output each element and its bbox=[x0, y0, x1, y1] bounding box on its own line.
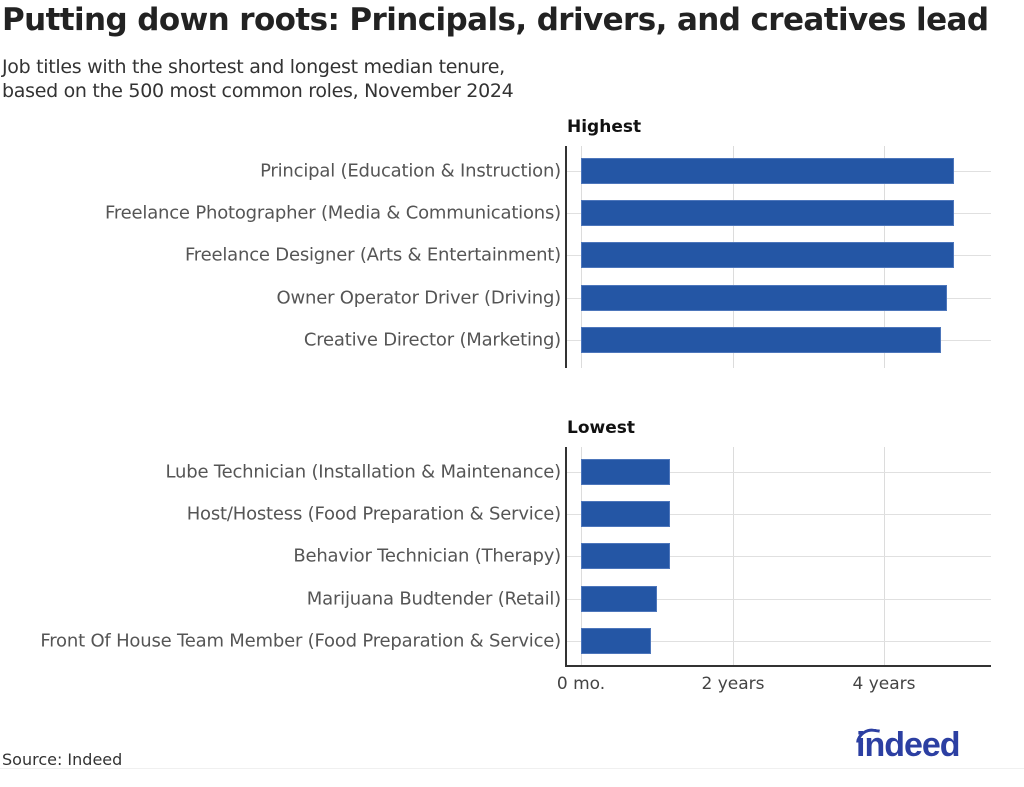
y-gridline bbox=[567, 514, 991, 516]
y-gridline bbox=[567, 598, 991, 600]
x-axis-line bbox=[565, 665, 991, 667]
bar bbox=[581, 501, 670, 528]
category-label: Principal (Education & Instruction) bbox=[260, 160, 561, 182]
source-note: Source: Indeed bbox=[2, 750, 123, 769]
category-label: Lube Technician (Installation & Maintena… bbox=[165, 461, 562, 483]
category-label: Creative Director (Marketing) bbox=[303, 329, 561, 351]
category-label: Front Of House Team Member (Food Prepara… bbox=[40, 630, 561, 652]
footer-divider bbox=[0, 768, 1024, 769]
category-label: Owner Operator Driver (Driving) bbox=[276, 287, 562, 309]
panel-title-lowest: Lowest bbox=[567, 418, 635, 438]
chart-subtitle: Job titles with the shortest and longest… bbox=[2, 55, 514, 103]
logo-text: indeed bbox=[856, 726, 961, 764]
bar bbox=[581, 284, 947, 311]
bar bbox=[581, 585, 657, 612]
category-label: Marijuana Budtender (Retail) bbox=[306, 588, 561, 610]
x-tick-label-4: 4 years bbox=[852, 674, 916, 694]
chart-title: Putting down roots: Principals, drivers,… bbox=[2, 2, 989, 38]
y-gridline bbox=[567, 640, 991, 642]
bar bbox=[581, 543, 670, 570]
y-gridline bbox=[567, 556, 991, 558]
bar bbox=[581, 242, 954, 269]
x-tick-label-2: 2 years bbox=[701, 674, 765, 694]
category-label: Behavior Technician (Therapy) bbox=[293, 545, 561, 567]
category-label: Freelance Designer (Arts & Entertainment… bbox=[184, 244, 561, 266]
subtitle-line-2: based on the 500 most common roles, Nove… bbox=[2, 80, 514, 102]
panel-title-highest: Highest bbox=[567, 117, 642, 137]
y-axis-line bbox=[565, 146, 567, 368]
subtitle-line-1: Job titles with the shortest and longest… bbox=[2, 56, 505, 78]
category-label: Host/Hostess (Food Preparation & Service… bbox=[186, 503, 562, 525]
bar bbox=[581, 200, 954, 227]
bar bbox=[581, 158, 954, 184]
bar bbox=[581, 326, 941, 353]
category-label: Freelance Photographer (Media & Communic… bbox=[105, 202, 561, 224]
bar bbox=[581, 627, 651, 654]
y-axis-line bbox=[565, 447, 567, 666]
y-gridline bbox=[567, 472, 991, 473]
indeed-logo: indeed bbox=[855, 726, 996, 768]
bar bbox=[581, 459, 670, 485]
x-tick-label-0: 0 mo. bbox=[556, 674, 606, 694]
